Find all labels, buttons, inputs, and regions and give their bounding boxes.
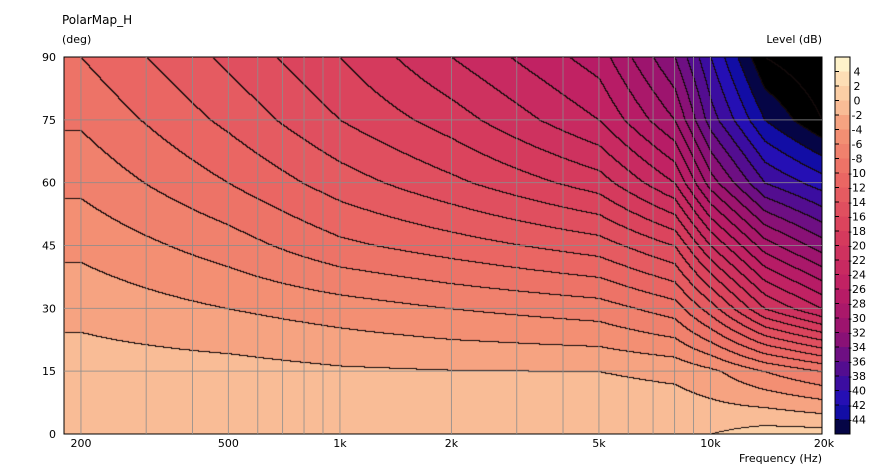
- colorbar-tick-label: -12: [848, 182, 866, 195]
- colorbar-band: [835, 158, 850, 174]
- colorbar-tick-label: 0: [854, 95, 861, 108]
- colorbar-tick-label: -38: [848, 370, 866, 383]
- y-tick-label: 60: [42, 177, 56, 190]
- colorbar-band: [835, 245, 850, 261]
- colorbar-tick-label: -6: [852, 138, 863, 151]
- colorbar-tick-label: -14: [848, 196, 866, 209]
- x-tick-labels: 200 500 1k 2k 5k 10k 20k: [70, 437, 834, 450]
- colorbar-band: [835, 173, 850, 188]
- colorbar-tick-label: -22: [848, 254, 866, 267]
- colorbar-band: [835, 144, 850, 159]
- colorbar-band: [835, 231, 850, 246]
- x-tick-label: 200: [70, 437, 91, 450]
- colorbar-band: [835, 303, 850, 319]
- colorbar-tick-label: -26: [848, 283, 866, 296]
- y-tick-label: 0: [49, 428, 56, 441]
- colorbar: 42 0-2 -4-6 -8-10 -12-14 -16-18 -20-22 -24-26 -2…: [834, 56, 866, 435]
- colorbar-band: [835, 376, 850, 391]
- colorbar-band: [835, 405, 850, 420]
- colorbar-band: [835, 332, 850, 348]
- y-tick-label: 15: [42, 365, 56, 378]
- colorbar-tick-label: -28: [848, 298, 866, 311]
- colorbar-tick-label: -2: [852, 109, 863, 122]
- colorbar-band: [835, 202, 850, 217]
- x-tick-label: 2k: [445, 437, 459, 450]
- colorbar-tick-label: -20: [848, 240, 866, 253]
- colorbar-tick-label: -36: [848, 356, 866, 369]
- colorbar-band: [835, 361, 850, 377]
- x-tick-label: 500: [218, 437, 239, 450]
- colorbar-band: [835, 100, 850, 116]
- x-tick-label: 1k: [333, 437, 347, 450]
- colorbar-band: [835, 260, 850, 275]
- colorbar-band: [835, 57, 850, 72]
- colorbar-band: [835, 318, 850, 333]
- colorbar-tick-label: -44: [848, 414, 866, 427]
- colorbar-band: [835, 71, 850, 87]
- colorbar-tick-label: -32: [848, 327, 866, 340]
- colorbar-band: [835, 115, 850, 130]
- colorbar-tick-label: -34: [848, 341, 866, 354]
- x-axis-label: Frequency (Hz): [739, 452, 822, 465]
- colorbar-tick-label: -40: [848, 385, 866, 398]
- y-tick-label: 90: [42, 51, 56, 64]
- colorbar-band: [835, 390, 850, 406]
- x-tick-label: 5k: [592, 437, 606, 450]
- colorbar-band: [835, 274, 850, 290]
- colorbar-band: [835, 289, 850, 304]
- y-tick-label: 45: [42, 240, 56, 253]
- colorbar-tick-label: -16: [848, 211, 866, 224]
- colorbar-band: [835, 86, 850, 101]
- colorbar-tick-label: 4: [854, 66, 861, 79]
- colorbar-band: [835, 129, 850, 145]
- y-tick-labels: 0 15 30 45 60 75 90: [42, 51, 56, 441]
- x-tick-label: 20k: [814, 437, 835, 450]
- chart-title: PolarMap_H: [62, 13, 132, 27]
- y-tick-label: 30: [42, 302, 56, 315]
- colorbar-tick-label: -4: [852, 124, 863, 137]
- colorbar-tick-label: -42: [848, 399, 866, 412]
- y-tick-label: 75: [42, 114, 56, 127]
- colorbar-tick-label: -30: [848, 312, 866, 325]
- colorbar-band: [835, 216, 850, 232]
- x-tick-label: 10k: [700, 437, 721, 450]
- colorbar-band: [835, 419, 850, 435]
- colorbar-band: [835, 347, 850, 362]
- colorbar-label: Level (dB): [766, 33, 822, 46]
- grid-lines: [64, 57, 822, 434]
- colorbar-tick-label: -24: [848, 269, 866, 282]
- colorbar-tick-label: -10: [848, 167, 866, 180]
- colorbar-band: [835, 187, 850, 203]
- y-axis-label: (deg): [62, 33, 91, 46]
- colorbar-tick-label: -18: [848, 225, 866, 238]
- colorbar-tick-label: -8: [852, 153, 863, 166]
- colorbar-tick-label: 2: [854, 80, 861, 93]
